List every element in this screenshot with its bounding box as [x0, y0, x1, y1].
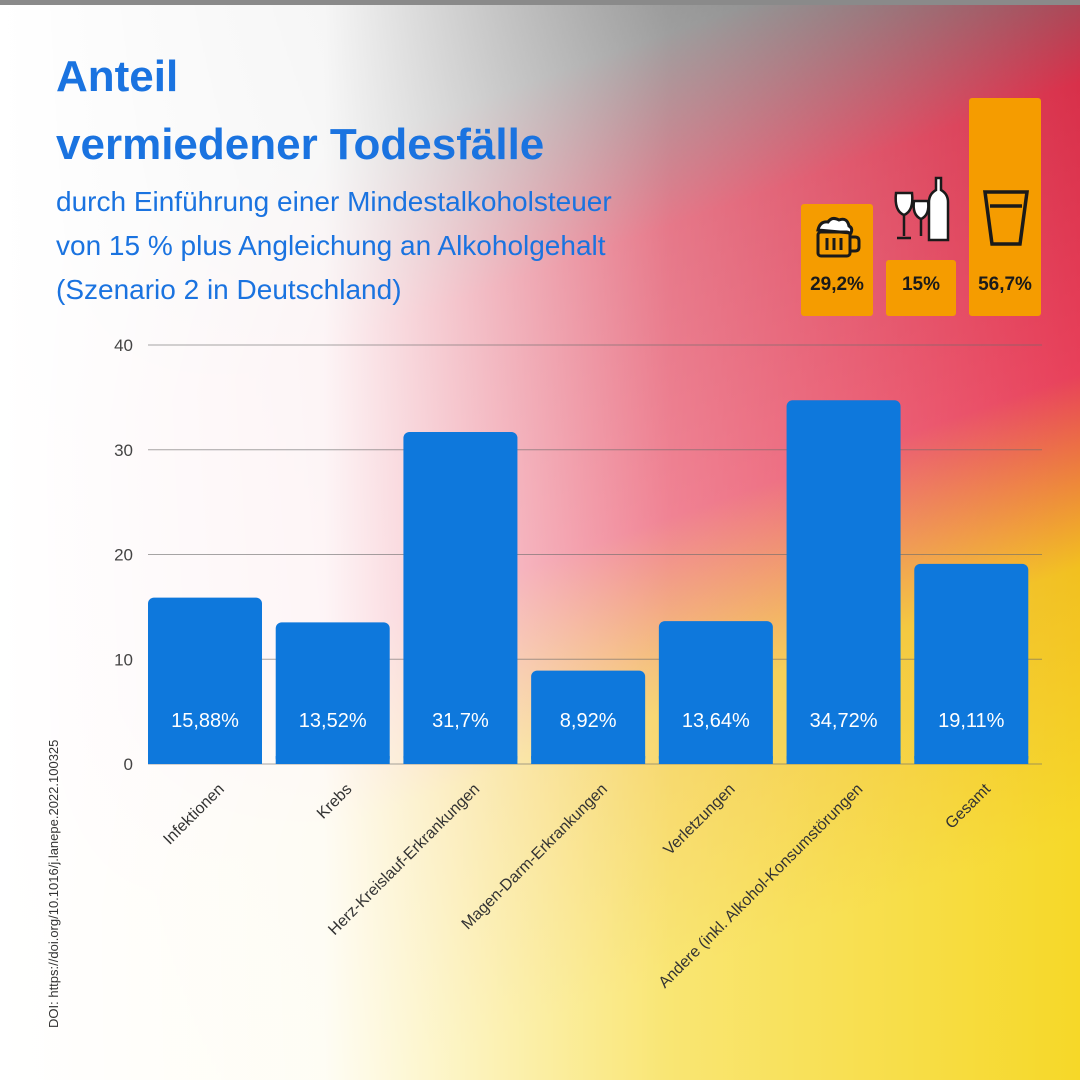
wine-box-bg: [886, 260, 956, 316]
x-category-label: Verletzungen: [661, 781, 739, 859]
beverage-boxes: 29,2% 15%: [801, 98, 1041, 316]
x-axis-labels: Infektionen KrebsHerz-Kreislauf-Erkrankun…: [160, 780, 994, 991]
y-tick-label: 40: [114, 336, 133, 355]
bar-value-label: 34,72%: [810, 710, 878, 732]
y-tick-label: 10: [114, 650, 133, 669]
bar-value-label: 13,52%: [299, 710, 367, 732]
subtitle-line-2: von 15 % plus Angleichung an Alkoholgeha…: [56, 230, 606, 261]
subtitle-line-1: durch Einführung einer Mindestalkoholste…: [56, 186, 612, 217]
wine-bottle-icon: [894, 176, 950, 242]
bar-base: [914, 756, 1029, 764]
subtitle-line-3: (Szenario 2 in Deutschland): [56, 274, 402, 305]
beer-box: 29,2%: [801, 204, 873, 316]
bar: [914, 563, 1029, 764]
bar: [786, 400, 901, 764]
bar-base: [275, 756, 390, 764]
bar: [148, 597, 262, 764]
bar-base: [658, 756, 773, 764]
beer-mug-icon: [816, 216, 861, 258]
bar: [658, 621, 773, 764]
y-tick-label: 0: [124, 755, 133, 774]
bars: 15,88% 13,52% 31,7% 8,92% 13,64% 34,72% 19,11%: [148, 400, 1029, 764]
bar-value-label: 15,88%: [171, 710, 239, 732]
bar-value-label: 31,7%: [432, 710, 489, 732]
wine-percent: 15%: [902, 274, 940, 295]
title-line-2: vermiedener Todesfälle: [56, 120, 545, 169]
x-category-label: Infektionen: [160, 781, 227, 848]
bar-base: [148, 756, 262, 764]
y-axis-ticks: 0 10 20 30 40: [114, 336, 133, 774]
bar-value-label: 19,11%: [938, 710, 1005, 732]
bar-value-label: 13,64%: [682, 710, 750, 732]
spirits-percent: 56,7%: [978, 274, 1032, 295]
x-category-label: Herz-Kreislauf-Erkrankungen: [325, 781, 483, 939]
beer-percent: 29,2%: [810, 274, 864, 295]
bar-base: [403, 756, 518, 764]
bar: [275, 622, 390, 764]
bar-value-label: 8,92%: [560, 710, 617, 732]
shot-glass-icon: [982, 190, 1030, 246]
y-tick-label: 20: [114, 546, 133, 565]
title-line-1: Anteil: [56, 52, 179, 101]
x-category-label: Gesamt: [942, 780, 994, 832]
x-category-label: Magen-Darm-Erkrankungen: [459, 781, 611, 933]
bar: [403, 431, 518, 764]
x-category-label: Krebs: [314, 781, 356, 823]
x-category-label: Andere (inkl. Alkohol-Konsumstörungen: [656, 781, 867, 992]
bar-base: [786, 756, 901, 764]
wine-box: 15%: [886, 176, 956, 316]
bar-base: [531, 756, 646, 764]
y-tick-label: 30: [114, 441, 133, 460]
bar: [531, 670, 646, 764]
spirits-box: 56,7%: [969, 98, 1041, 316]
